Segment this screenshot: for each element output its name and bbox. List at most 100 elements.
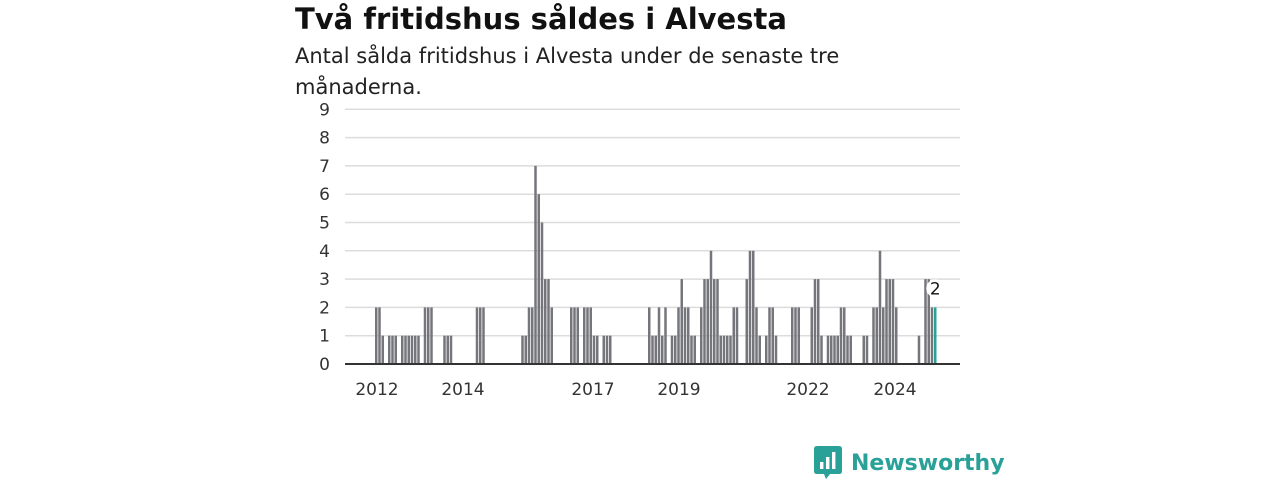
brand-logo: Newsworthy: [814, 446, 1005, 480]
bar: [872, 307, 875, 364]
newsworthy-logo-icon: [814, 446, 842, 479]
x-tick-label: 2012: [355, 380, 398, 400]
bar: [771, 307, 774, 364]
bar: [706, 279, 709, 364]
bar: [423, 307, 427, 364]
bar: [729, 335, 732, 364]
bar: [414, 335, 417, 364]
bar: [592, 335, 596, 364]
bar: [446, 335, 449, 364]
y-tick-label: 4: [319, 242, 330, 262]
bar: [755, 307, 758, 364]
bar: [651, 335, 654, 364]
bar: [540, 222, 544, 364]
bar: [537, 194, 540, 364]
y-tick-label: 6: [319, 185, 330, 205]
bar: [748, 250, 752, 364]
bar: [609, 335, 612, 364]
bar: [797, 307, 800, 364]
bar: [745, 279, 748, 364]
bar: [794, 307, 797, 364]
bar: [648, 307, 651, 364]
bar: [534, 165, 537, 364]
bar: [394, 335, 397, 364]
chart-title: Två fritidshus såldes i Alvesta: [295, 2, 787, 36]
chart-subtitle: Antal sålda fritidshus i Alvesta under d…: [295, 44, 840, 99]
bar: [378, 307, 381, 364]
bar: [482, 307, 485, 364]
bar: [427, 307, 430, 364]
bar: [924, 279, 927, 364]
bar: [388, 335, 391, 364]
bar: [524, 335, 527, 364]
bar: [527, 307, 531, 364]
data-labels: 2: [926, 279, 945, 299]
y-tick-label: 2: [319, 298, 330, 318]
bar: [752, 250, 755, 364]
bar: [820, 335, 823, 364]
bar: [547, 279, 550, 364]
bar: [917, 335, 921, 364]
bar: [404, 335, 407, 364]
bar: [882, 307, 885, 364]
bar: [443, 335, 446, 364]
y-tick-label: 9: [319, 100, 330, 120]
x-tick-label: 2024: [873, 380, 916, 400]
bar: [813, 279, 817, 364]
data-label-bg: [926, 279, 945, 298]
bar: [765, 335, 768, 364]
bar-chart: 0 1 2 3 4 5 6 7 8 9 2012 2014 2017 2019 2022 2024 2: [319, 100, 960, 400]
bar: [891, 279, 895, 364]
bar: [735, 307, 739, 364]
bar: [758, 335, 761, 364]
bar: [703, 279, 706, 364]
bar: [475, 307, 479, 364]
bar: [583, 307, 586, 364]
bar: [570, 307, 573, 364]
bar: [605, 335, 609, 364]
bar: [885, 279, 888, 364]
bar: [713, 279, 716, 364]
bar: [677, 307, 680, 364]
brand-name: Newsworthy: [851, 450, 1005, 476]
bar: [700, 307, 703, 364]
y-tick-label: 7: [319, 157, 330, 177]
bar: [726, 335, 729, 364]
bar: [391, 335, 394, 364]
bar: [774, 335, 778, 364]
bar: [401, 335, 404, 364]
bar: [732, 307, 735, 364]
bar: [833, 335, 836, 364]
y-tick-label: 5: [319, 214, 330, 234]
bar: [657, 307, 661, 364]
bar: [865, 335, 869, 364]
bar: [602, 335, 605, 364]
bar: [654, 335, 657, 364]
bar: [895, 307, 898, 364]
bar: [716, 279, 719, 364]
bar: [687, 307, 690, 364]
bar: [830, 335, 833, 364]
bar: [839, 307, 843, 364]
bar: [690, 335, 693, 364]
bar: [430, 307, 433, 364]
y-tick-label: 8: [319, 129, 330, 149]
bar: [576, 307, 579, 364]
bar: [589, 307, 592, 364]
bar: [531, 307, 534, 364]
x-tick-label: 2019: [657, 380, 700, 400]
bars: [375, 165, 937, 364]
bar: [846, 335, 849, 364]
data-label: 2: [930, 279, 941, 299]
x-tick-label: 2014: [441, 380, 484, 400]
bar: [680, 279, 683, 364]
bar: [888, 279, 891, 364]
y-tick-label: 1: [319, 327, 330, 347]
bar: [927, 279, 930, 364]
bar: [521, 335, 524, 364]
bar: [768, 307, 771, 364]
bar: [586, 307, 589, 364]
bar: [479, 307, 482, 364]
bar: [375, 307, 378, 364]
bar: [661, 335, 664, 364]
